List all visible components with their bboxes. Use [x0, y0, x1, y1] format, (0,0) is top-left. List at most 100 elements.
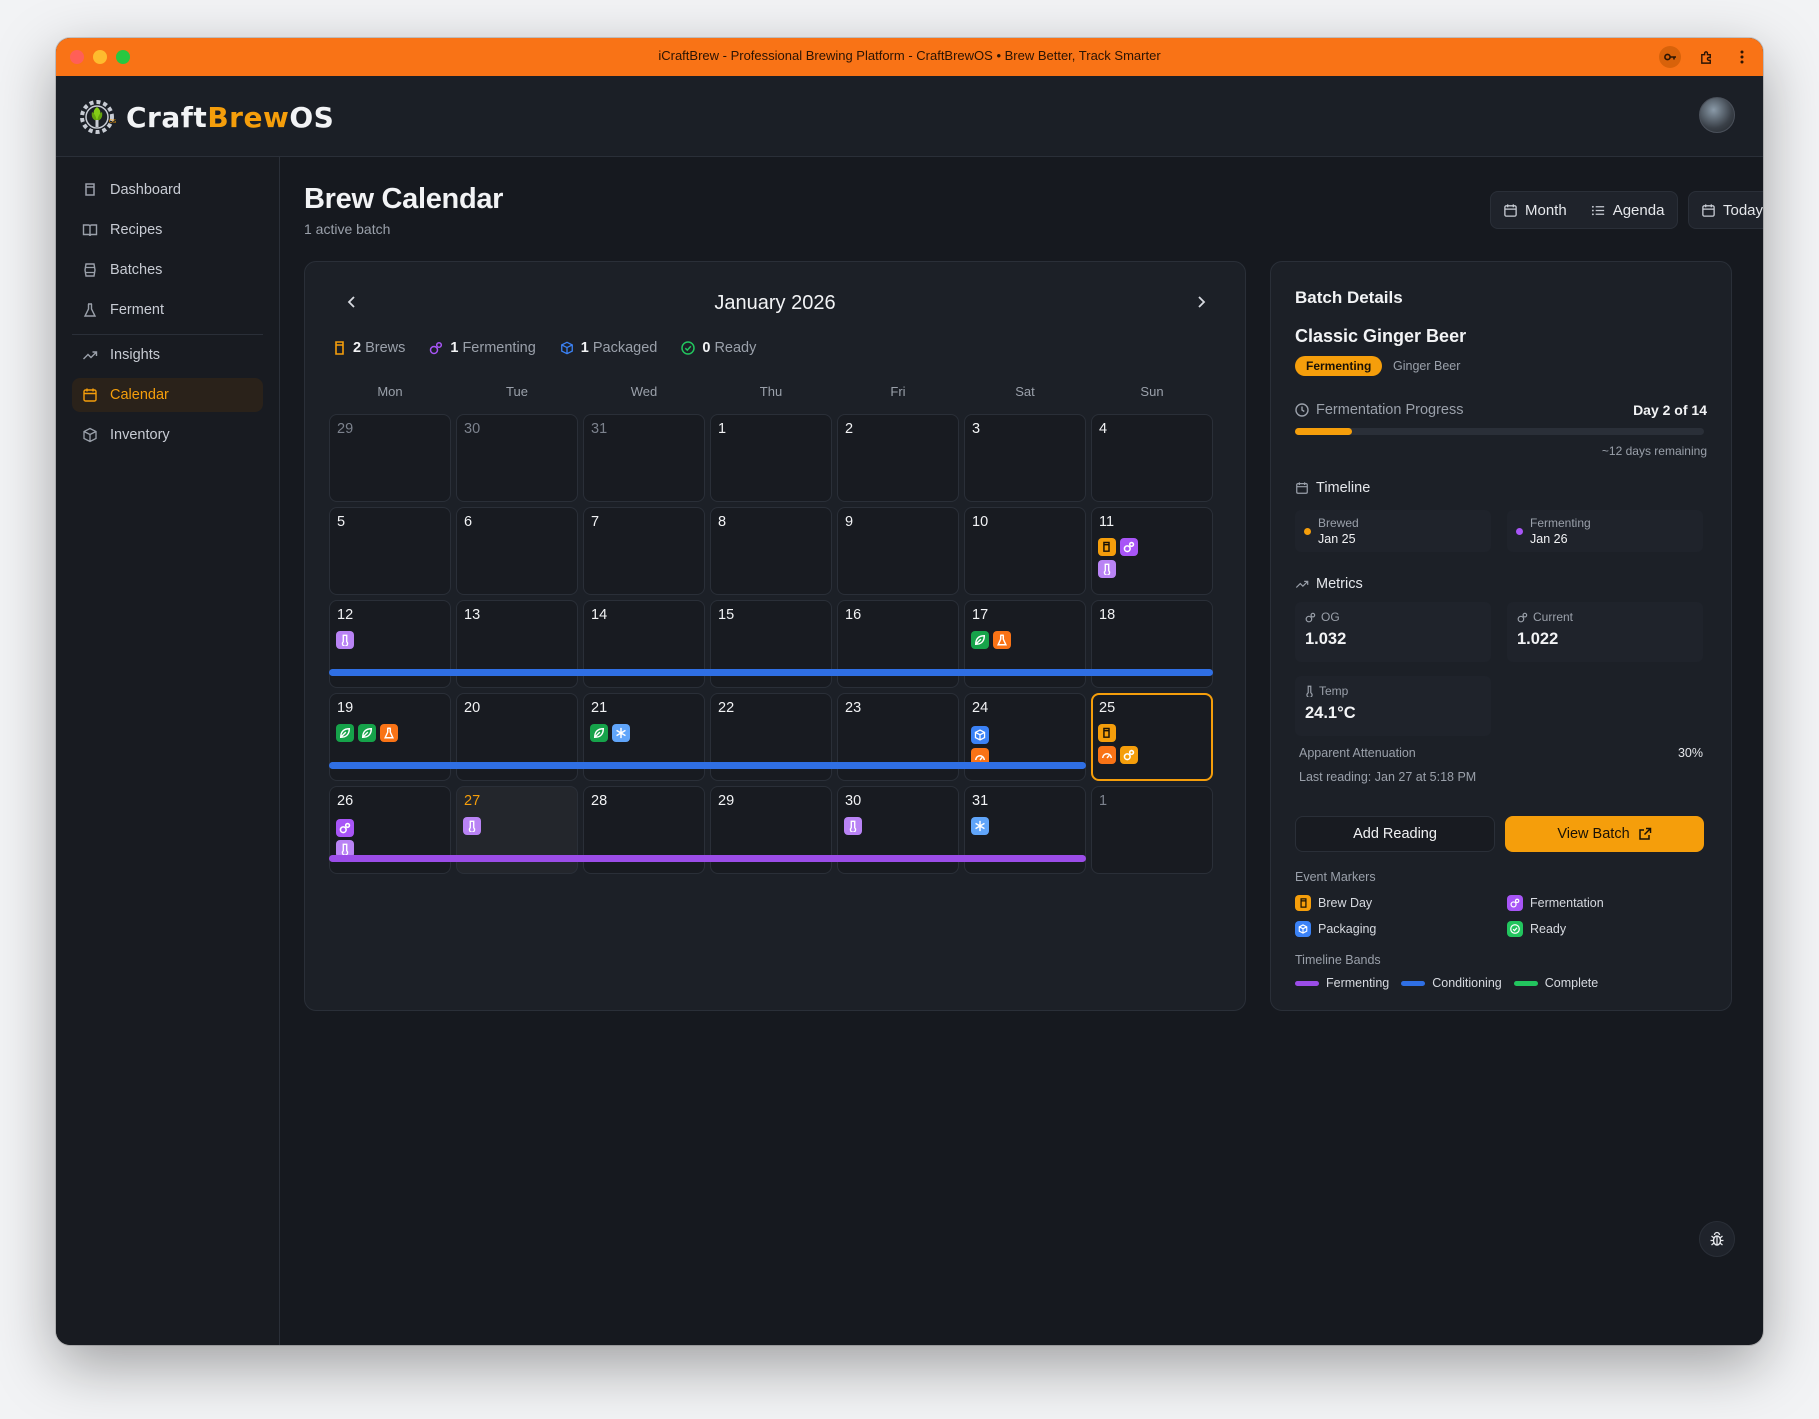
key-icon[interactable] — [1659, 46, 1681, 68]
flask-icon — [83, 303, 97, 317]
maximize-window-button[interactable] — [116, 50, 130, 64]
box-icon — [560, 341, 573, 355]
sidebar-item-label: Inventory — [110, 427, 170, 443]
extension-icon[interactable] — [1695, 46, 1717, 68]
batch-details-panel: Batch Details Classic Ginger Beer Fermen… — [1270, 261, 1732, 1011]
thermometer-icon[interactable] — [336, 631, 354, 649]
list-icon — [1591, 205, 1604, 215]
calendar-day-cell[interactable]: 9 — [837, 507, 959, 595]
prev-month-button[interactable] — [339, 290, 363, 314]
calendar-day-cell[interactable]: 11 — [1091, 507, 1213, 595]
calendar-day-cell[interactable]: 1 — [1091, 786, 1213, 874]
calendar-day-cell[interactable]: 31 — [583, 414, 705, 502]
calendar-day-cell[interactable]: 7 — [583, 507, 705, 595]
bubbles-icon — [1517, 612, 1528, 622]
bubbles-icon[interactable] — [336, 819, 354, 837]
timeline-entry-date: Jan 26 — [1530, 532, 1568, 546]
thermometer-icon[interactable] — [463, 817, 481, 835]
brand-logo[interactable]: OS CraftBrewOS — [76, 96, 334, 138]
thermometer-icon[interactable] — [1098, 560, 1116, 578]
month-view-button[interactable]: Month — [1491, 192, 1579, 228]
day-number: 30 — [845, 793, 862, 809]
next-month-button[interactable] — [1189, 290, 1213, 314]
more-menu-icon[interactable] — [1731, 46, 1753, 68]
calendar-day-cell[interactable]: 30 — [456, 414, 578, 502]
fermenting-band[interactable] — [329, 855, 1086, 862]
calendar-day-cell[interactable]: 3 — [964, 414, 1086, 502]
thermometer-icon[interactable] — [844, 817, 862, 835]
metric-value: 1.022 — [1517, 630, 1559, 648]
gauge-icon[interactable] — [971, 748, 989, 766]
snowflake-icon[interactable] — [612, 724, 630, 742]
calendar-day-cell[interactable]: 5 — [329, 507, 451, 595]
metrics-label: Metrics — [1316, 576, 1363, 592]
day-number: 29 — [337, 421, 354, 437]
bubbles-icon[interactable] — [1120, 746, 1138, 764]
leaf-icon[interactable] — [971, 631, 989, 649]
weekday-header: Wed — [630, 384, 658, 399]
leaf-icon[interactable] — [358, 724, 376, 742]
calendar-day-cell[interactable]: 6 — [456, 507, 578, 595]
calendar-day-cell[interactable]: 8 — [710, 507, 832, 595]
metric-label-text: OG — [1321, 610, 1340, 624]
calendar-icon — [1702, 203, 1715, 217]
glass-icon[interactable] — [1098, 724, 1116, 742]
sidebar-item-recipes[interactable]: Recipes — [72, 213, 263, 247]
calendar-card: January 2026 2 Brews 1 Fermenting 1 Package… — [304, 261, 1246, 1011]
today-button[interactable]: Today — [1688, 191, 1763, 229]
sidebar-item-dashboard[interactable]: Dashboard — [72, 173, 263, 207]
stat-brews: 2 Brews — [333, 340, 405, 356]
gauge-icon[interactable] — [1098, 746, 1116, 764]
conditioning-band[interactable] — [329, 669, 1213, 676]
app-header: OS CraftBrewOS — [56, 76, 1763, 157]
day-number: 2 — [845, 421, 854, 437]
day-number: 8 — [718, 514, 727, 530]
sidebar-item-insights[interactable]: Insights — [72, 338, 263, 372]
day-number: 1 — [718, 421, 727, 437]
conditioning-band[interactable] — [329, 762, 1086, 769]
bubbles-icon[interactable] — [1120, 538, 1138, 556]
calendar-day-cell[interactable]: 10 — [964, 507, 1086, 595]
metric-label-text: Current — [1533, 610, 1574, 624]
user-avatar[interactable] — [1699, 97, 1735, 133]
glass-icon — [335, 341, 344, 355]
status-badge: Fermenting — [1295, 356, 1383, 376]
thermometer-icon[interactable] — [336, 840, 354, 858]
stat-label: Brews — [365, 340, 406, 356]
minimize-window-button[interactable] — [93, 50, 107, 64]
view-batch-button[interactable]: View Batch — [1505, 816, 1704, 852]
leaf-icon[interactable] — [336, 724, 354, 742]
stat-count: 0 — [702, 340, 711, 356]
trend-icon — [1295, 580, 1309, 588]
day-number: 31 — [972, 793, 989, 809]
view-batch-label: View Batch — [1557, 826, 1630, 842]
sidebar-item-calendar[interactable]: Calendar — [72, 378, 263, 412]
stat-fermenting: 1 Fermenting — [429, 340, 536, 356]
sidebar-item-label: Recipes — [110, 222, 163, 238]
flask-icon[interactable] — [993, 631, 1011, 649]
sidebar-item-ferment[interactable]: Ferment — [72, 293, 263, 327]
brand-name-brew: Brew — [207, 100, 290, 134]
calendar-day-cell[interactable]: 4 — [1091, 414, 1213, 502]
timeline-label: Timeline — [1316, 480, 1371, 496]
add-reading-button[interactable]: Add Reading — [1295, 816, 1495, 852]
flask-icon[interactable] — [380, 724, 398, 742]
agenda-view-button[interactable]: Agenda — [1579, 192, 1677, 228]
sidebar-item-label: Batches — [110, 262, 163, 278]
glass-icon[interactable] — [1098, 538, 1116, 556]
calendar-day-cell[interactable]: 29 — [329, 414, 451, 502]
leaf-icon[interactable] — [590, 724, 608, 742]
legend-band-complete: Complete — [1513, 976, 1598, 990]
close-window-button[interactable] — [70, 50, 84, 64]
snowflake-icon[interactable] — [971, 817, 989, 835]
calendar-day-cell[interactable]: 2 — [837, 414, 959, 502]
debug-button[interactable] — [1699, 1221, 1735, 1257]
day-number: 24 — [972, 700, 989, 716]
sidebar-item-inventory[interactable]: Inventory — [72, 418, 263, 452]
sidebar-item-batches[interactable]: Batches — [72, 253, 263, 287]
day-number: 23 — [845, 700, 862, 716]
calendar-day-cell[interactable]: 1 — [710, 414, 832, 502]
legend-label: Brew Day — [1318, 896, 1373, 910]
box-icon[interactable] — [971, 726, 989, 744]
calendar-day-cell[interactable]: 25 — [1091, 693, 1213, 781]
